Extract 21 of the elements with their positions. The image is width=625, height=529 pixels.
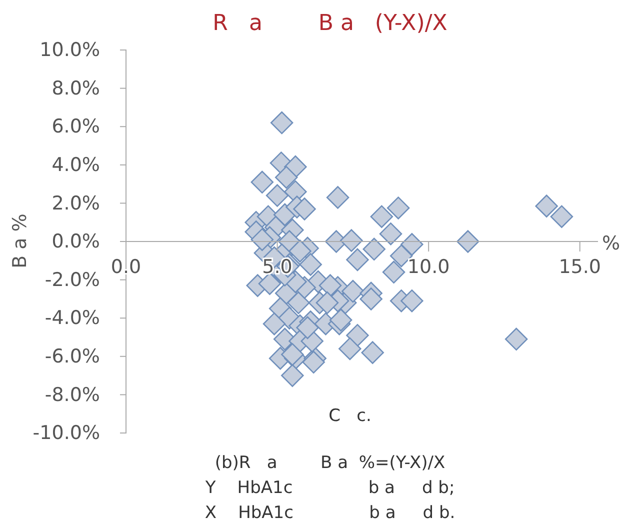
y-tick-label: -6.0% [44, 345, 100, 368]
y-tick-label: -10.0% [32, 422, 100, 444]
y-tick-label: -4.0% [44, 307, 100, 330]
x-tick-label: 0.0 [110, 256, 142, 278]
text: X HbA1c b a d b. [204, 503, 456, 523]
x-axis-title: C c. [328, 406, 372, 426]
chart-title: R a B a (Y-X)/X [212, 11, 448, 36]
text: % [602, 232, 620, 254]
y-tick-label: 6.0% [52, 116, 100, 138]
x-tick-label: 15.0 [558, 256, 601, 278]
y-axis-title: B a % [9, 214, 31, 268]
y-tick-label: 2.0% [52, 192, 100, 214]
y-tick-label: 0.0% [52, 230, 100, 253]
text: (b)R a B a %=(Y-X)/X [214, 453, 446, 473]
y-tick-label: -8.0% [44, 384, 100, 406]
x-tick-label: 10.0 [407, 256, 450, 278]
y-tick-label: 8.0% [52, 77, 100, 100]
y-tick-label: 10.0% [40, 39, 100, 62]
y-tick-label: -2.0% [44, 268, 100, 291]
text: Y HbA1c b a d b; [204, 478, 455, 498]
y-tick-label: 4.0% [52, 154, 100, 176]
